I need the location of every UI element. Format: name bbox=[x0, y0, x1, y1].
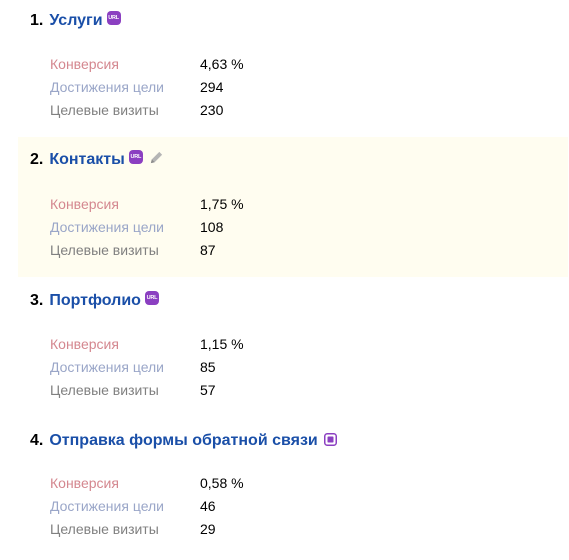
achievements-row: Достижения цели 294 bbox=[50, 75, 244, 98]
visits-value: 230 bbox=[200, 101, 224, 118]
edit-pencil-icon[interactable] bbox=[149, 150, 164, 165]
visits-row: Целевые визиты 230 bbox=[50, 98, 244, 121]
visits-row: Целевые визиты 57 bbox=[50, 378, 244, 401]
conversion-row: Конверсия 1,15 % bbox=[50, 332, 244, 355]
goal-metrics: Конверсия 4,63 % Достижения цели 294 Цел… bbox=[50, 52, 244, 121]
goal-link[interactable]: Портфолио bbox=[49, 292, 141, 309]
conversion-value: 1,75 % bbox=[200, 195, 244, 212]
goal-number: 2. bbox=[30, 151, 44, 168]
goal-item-3: 3. Портфолио URL Конверсия 1,15 % Достиж… bbox=[18, 280, 568, 415]
visits-row: Целевые визиты 29 bbox=[50, 517, 244, 540]
achievements-label: Достижения цели bbox=[50, 497, 165, 514]
conversion-label: Конверсия bbox=[50, 55, 119, 72]
goal-link[interactable]: Услуги bbox=[49, 12, 103, 29]
goal-title-row: 2. Контакты URL bbox=[30, 149, 164, 171]
visits-value: 57 bbox=[200, 381, 216, 398]
visits-label: Целевые визиты bbox=[50, 520, 159, 537]
achievements-label: Достижения цели bbox=[50, 78, 165, 95]
goal-item-2: 2. Контакты URL Конверсия 1,75 % Достиже… bbox=[18, 137, 568, 277]
achievements-label: Достижения цели bbox=[50, 218, 165, 235]
achievements-row: Достижения цели 108 bbox=[50, 215, 244, 238]
conversion-value: 0,58 % bbox=[200, 474, 244, 491]
form-icon bbox=[323, 432, 337, 446]
visits-label: Целевые визиты bbox=[50, 241, 159, 258]
visits-label: Целевые визиты bbox=[50, 381, 159, 398]
achievements-row: Достижения цели 46 bbox=[50, 494, 244, 517]
visits-value: 29 bbox=[200, 520, 216, 537]
goal-title-row: 4. Отправка формы обратной связи bbox=[30, 430, 337, 452]
conversion-label: Конверсия bbox=[50, 195, 119, 212]
goal-metrics: Конверсия 1,15 % Достижения цели 85 Целе… bbox=[50, 332, 244, 401]
visits-label: Целевые визиты bbox=[50, 101, 159, 118]
visits-row: Целевые визиты 87 bbox=[50, 238, 244, 261]
visits-value: 87 bbox=[200, 241, 216, 258]
achievements-value: 294 bbox=[200, 78, 224, 95]
url-icon: URL bbox=[144, 291, 159, 305]
conversion-row: Конверсия 0,58 % bbox=[50, 471, 244, 494]
goal-number: 4. bbox=[30, 432, 44, 449]
conversion-label: Конверсия bbox=[50, 474, 119, 491]
goal-link[interactable]: Отправка формы обратной связи bbox=[49, 432, 318, 449]
conversion-value: 1,15 % bbox=[200, 335, 244, 352]
url-icon: URL bbox=[128, 150, 143, 164]
conversion-row: Конверсия 4,63 % bbox=[50, 52, 244, 75]
conversion-value: 4,63 % bbox=[200, 55, 244, 72]
achievements-value: 108 bbox=[200, 218, 224, 235]
url-icon: URL bbox=[106, 11, 121, 25]
achievements-label: Достижения цели bbox=[50, 358, 165, 375]
goal-number: 1. bbox=[30, 12, 44, 29]
conversion-row: Конверсия 1,75 % bbox=[50, 192, 244, 215]
conversion-label: Конверсия bbox=[50, 335, 119, 352]
goal-item-1: 1. Услуги URL Конверсия 4,63 % Достижени… bbox=[18, 0, 568, 135]
goal-title-row: 1. Услуги URL bbox=[30, 10, 121, 32]
goal-title-row: 3. Портфолио URL bbox=[30, 290, 159, 312]
goal-link[interactable]: Контакты bbox=[49, 151, 125, 168]
achievements-value: 85 bbox=[200, 358, 216, 375]
achievements-row: Достижения цели 85 bbox=[50, 355, 244, 378]
goal-metrics: Конверсия 0,58 % Достижения цели 46 Целе… bbox=[50, 471, 244, 540]
goal-number: 3. bbox=[30, 292, 44, 309]
goal-item-4: 4. Отправка формы обратной связи Конверс… bbox=[18, 420, 568, 560]
achievements-value: 46 bbox=[200, 497, 216, 514]
goal-metrics: Конверсия 1,75 % Достижения цели 108 Цел… bbox=[50, 192, 244, 261]
